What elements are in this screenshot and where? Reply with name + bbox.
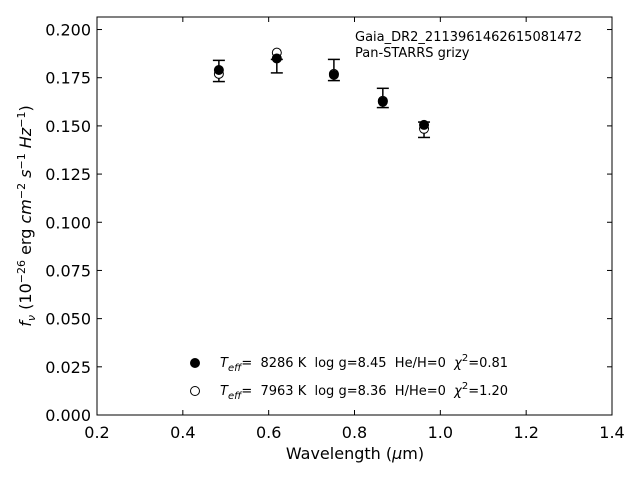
filled-point-4	[419, 119, 430, 130]
legend-2-T: T	[220, 384, 229, 399]
legend-1-eff: eff	[228, 363, 243, 374]
error-bars	[212, 58, 431, 139]
y-tick-label-7: 0.175	[45, 69, 91, 88]
filled-point-0	[213, 65, 224, 76]
x-tick-label-4: 1.0	[428, 423, 453, 442]
y-tick-label-0: 0.000	[45, 406, 91, 425]
y-label-nu: ν	[25, 315, 38, 321]
y-tick-label-2: 0.050	[45, 310, 91, 329]
y-axis-ticks: 0.000 0.025 0.050 0.075 0.100 0.125 0.150 0.175…	[45, 21, 612, 425]
x-tick-label-1: 0.4	[170, 423, 195, 442]
legend-2-chi-val: =1.20	[468, 384, 508, 399]
y-axis-label: fν (10−26 erg cm−2 s−1 Hz−1)	[15, 105, 38, 326]
legend-1-T: T	[220, 356, 229, 371]
y-label-cm: cm	[16, 199, 35, 223]
legend-2-rest: = 7963 K log g=8.36 H/He=0	[241, 384, 454, 399]
filled-point-2	[328, 69, 339, 80]
y-tick-label-1: 0.025	[45, 358, 91, 377]
legend-marker-filled	[190, 358, 200, 368]
y-label-paren-open: (10	[16, 283, 35, 315]
filled-point-1	[271, 53, 282, 64]
x-tick-label-0: 0.2	[84, 423, 109, 442]
y-tick-label-5: 0.125	[45, 165, 91, 184]
y-tick-label-3: 0.075	[45, 261, 91, 280]
legend-entry-2: Teff= 7963 K log g=8.36 H/He=0 χ2=1.20	[220, 381, 508, 402]
x-axis-label-suffix: m)	[402, 444, 424, 463]
data-points	[213, 47, 430, 134]
x-tick-label-3: 0.8	[342, 423, 367, 442]
legend-2-eff: eff	[228, 391, 243, 402]
x-tick-label-5: 1.2	[513, 423, 538, 442]
x-tick-label-2: 0.6	[256, 423, 281, 442]
y-label-paren-close: )	[16, 105, 35, 111]
filled-point-3	[377, 96, 388, 107]
y-label-hz: Hz	[16, 127, 35, 153]
y-tick-label-6: 0.150	[45, 117, 91, 136]
legend-1-chi: χ	[453, 356, 463, 371]
legend-2-chi: χ	[453, 384, 463, 399]
legend-1-chi-val: =0.81	[468, 356, 508, 371]
y-label-s: s	[16, 170, 35, 183]
annotation-survey: Pan-STARRS grizy	[355, 46, 470, 61]
x-axis-label-mu: μ	[391, 444, 402, 463]
x-axis-label-prefix: Wavelength (	[286, 444, 392, 463]
y-label-f: f	[16, 319, 35, 327]
y-label-exp1: −26	[15, 260, 28, 283]
y-label-exp4: −1	[15, 112, 28, 128]
y-label-exp3: −1	[15, 153, 28, 169]
x-axis-label: Wavelength (μm)	[286, 444, 424, 463]
y-tick-label-4: 0.100	[45, 213, 91, 232]
y-tick-label-8: 0.200	[45, 21, 91, 40]
y-label-erg: erg	[16, 224, 35, 260]
x-tick-label-6: 1.4	[599, 423, 624, 442]
legend-1-chi-exp: 2	[462, 353, 468, 364]
legend-entry-1: Teff= 8286 K log g=8.45 He/H=0 χ2=0.81	[220, 353, 508, 374]
legend: Teff= 8286 K log g=8.45 He/H=0 χ2=0.81 T…	[190, 353, 508, 402]
y-label-exp2: −2	[15, 183, 28, 199]
legend-marker-open	[190, 386, 200, 396]
annotation-object-name: Gaia_DR2_2113961462615081472	[355, 30, 582, 45]
legend-2-chi-exp: 2	[462, 381, 468, 392]
x-axis-ticks: 0.2 0.4 0.6 0.8 1.0 1.2 1.4	[84, 17, 625, 442]
legend-1-rest: = 8286 K log g=8.45 He/H=0	[241, 356, 454, 371]
